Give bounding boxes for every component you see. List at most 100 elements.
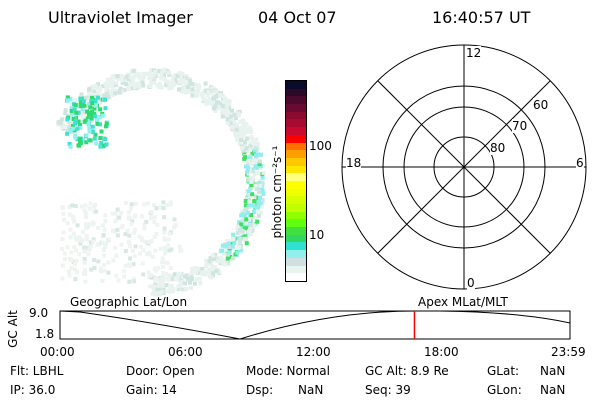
image-pixel	[92, 111, 97, 116]
image-pixel	[129, 206, 134, 211]
image-pixel	[247, 217, 252, 222]
image-pixel	[127, 86, 132, 91]
image-pixel	[196, 88, 201, 93]
image-pixel	[160, 283, 165, 288]
image-pixel	[235, 225, 240, 230]
image-pixel	[78, 122, 83, 127]
image-pixel	[65, 245, 70, 250]
image-pixel	[67, 120, 72, 125]
image-pixel	[167, 72, 172, 77]
image-pixel	[84, 222, 89, 227]
image-pixel	[164, 271, 169, 276]
image-pixel	[155, 287, 160, 292]
image-pixel	[171, 276, 176, 281]
mlt-18: 18	[346, 156, 362, 170]
image-pixel	[78, 100, 83, 105]
image-pixel	[163, 251, 168, 256]
image-pixel	[119, 211, 124, 216]
image-pixel	[99, 129, 104, 134]
image-pixel	[83, 203, 88, 208]
image-pixel	[224, 108, 229, 113]
image-pixel	[67, 141, 72, 146]
image-pixel	[159, 290, 164, 295]
image-pixel	[248, 194, 253, 199]
colorbar-band	[286, 227, 306, 235]
image-pixel	[224, 102, 229, 107]
image-pixel	[93, 202, 98, 207]
image-pixel	[173, 76, 178, 81]
image-pixel	[102, 263, 107, 268]
image-pixel	[243, 155, 248, 160]
colorbar-band	[286, 204, 306, 212]
ymin: 1.8	[35, 327, 55, 341]
geo-label: Geographic Lat/Lon	[70, 295, 188, 309]
image-pixel	[253, 164, 258, 169]
image-pixel	[151, 287, 156, 292]
image-pixel	[126, 77, 131, 82]
image-pixel	[72, 107, 77, 112]
image-pixel	[68, 144, 73, 149]
image-pixel	[172, 82, 177, 87]
image-pixel	[73, 103, 78, 108]
image-pixel	[70, 123, 75, 128]
image-pixel	[175, 73, 180, 78]
image-pixel	[178, 271, 183, 276]
image-pixel	[155, 83, 160, 88]
image-pixel	[178, 77, 183, 82]
image-pixel	[240, 218, 245, 223]
image-pixel	[170, 274, 175, 279]
image-pixel	[188, 78, 193, 83]
image-pixel	[240, 212, 245, 217]
image-pixel	[168, 202, 173, 207]
image-pixel	[243, 210, 248, 215]
image-pixel	[84, 233, 89, 238]
image-pixel	[260, 188, 265, 193]
image-pixel	[75, 100, 80, 105]
image-pixel	[139, 244, 144, 249]
image-pixel	[204, 90, 209, 95]
image-pixel	[129, 202, 134, 207]
image-pixel	[222, 258, 227, 263]
image-pixel	[127, 256, 132, 261]
colorbar-band	[286, 111, 306, 120]
image-pixel	[86, 252, 91, 257]
image-pixel	[169, 85, 174, 90]
image-pixel	[107, 237, 112, 242]
image-pixel	[96, 242, 101, 247]
image-pixel	[184, 76, 189, 81]
image-pixel	[239, 138, 244, 143]
colorbar-band	[286, 257, 306, 266]
colorbar-band	[286, 142, 306, 151]
image-pixel	[139, 235, 144, 240]
image-pixel	[225, 117, 230, 122]
image-pixel	[127, 279, 132, 284]
image-pixel	[183, 88, 188, 93]
image-pixel	[152, 80, 157, 85]
image-pixel	[115, 227, 120, 232]
image-pixel	[68, 235, 73, 240]
image-pixel	[204, 269, 209, 274]
image-pixel	[96, 91, 101, 96]
image-pixel	[79, 92, 84, 97]
image-pixel	[150, 291, 155, 296]
image-pixel	[103, 81, 108, 86]
colorbar-band	[286, 211, 306, 220]
colorbar	[285, 80, 307, 282]
image-pixel	[146, 270, 151, 275]
image-pixel	[220, 104, 225, 109]
image-pixel	[60, 205, 65, 210]
colorbar-band	[286, 242, 306, 251]
image-pixel	[244, 241, 249, 246]
image-pixel	[161, 206, 166, 211]
image-pixel	[210, 86, 215, 91]
image-pixel	[58, 121, 63, 126]
image-pixel	[101, 233, 106, 238]
image-pixel	[88, 201, 93, 206]
image-pixel	[123, 249, 128, 254]
image-pixel	[123, 263, 128, 268]
image-pixel	[74, 238, 79, 243]
image-pixel	[209, 90, 214, 95]
image-pixel	[149, 68, 154, 73]
image-pixel	[173, 276, 178, 281]
image-pixel	[232, 120, 237, 125]
